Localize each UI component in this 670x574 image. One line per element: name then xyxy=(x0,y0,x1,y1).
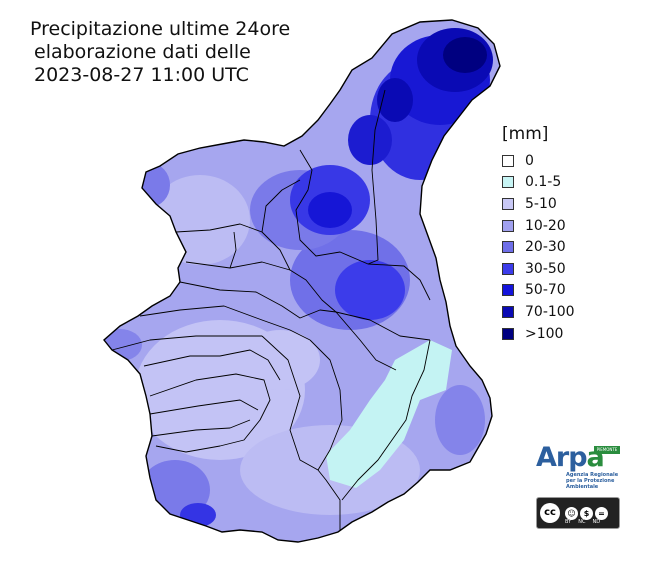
title-line-2: elaborazione dati delle xyxy=(34,41,251,63)
cc-icon: cc xyxy=(540,503,560,523)
arpa-logo: Arpa PIEMONTE Agenzia Regionale per la P… xyxy=(536,444,622,490)
legend-swatch xyxy=(502,197,514,210)
legend-swatch xyxy=(502,176,514,189)
legend-label: 0 xyxy=(525,152,534,169)
cc-labels: BY NC ND xyxy=(565,519,600,525)
logo-subtitle: Agenzia Regionale per la Protezione Ambi… xyxy=(566,472,619,490)
legend-item: 0 xyxy=(502,150,575,172)
creative-commons-badge: cc ☺ $ = BY NC ND xyxy=(536,497,620,529)
legend-rows: 0 0.1-5 5-10 10-20 20-30 30-50 50-70 70-100 >100 xyxy=(502,150,575,344)
legend-item: 30-50 xyxy=(502,258,575,280)
legend-item: 10-20 xyxy=(502,215,575,237)
nc-icon: $ xyxy=(580,506,593,520)
legend-label: 20-30 xyxy=(525,239,566,256)
legend-item: 50-70 xyxy=(502,280,575,302)
map-title: Precipitazione ultime 24ore elaborazione… xyxy=(30,18,350,87)
legend-label: 50-70 xyxy=(525,282,566,299)
precipitation-legend: [mm] 0 0.1-5 5-10 10-20 20-30 30-50 50-70 70-10… xyxy=(502,124,575,344)
legend-item: 20-30 xyxy=(502,236,575,258)
legend-swatch xyxy=(502,327,514,340)
legend-unit: [mm] xyxy=(502,124,549,144)
cc-condition-icons: ☺ $ = xyxy=(564,506,609,520)
nd-icon: = xyxy=(595,506,608,520)
title-line-1: Precipitazione ultime 24ore xyxy=(30,18,291,40)
logo-name-part1: Arp xyxy=(536,442,588,473)
logo-tag: PIEMONTE xyxy=(594,446,620,454)
legend-swatch xyxy=(502,154,514,167)
legend-label: >100 xyxy=(525,325,564,342)
legend-item: 0.1-5 xyxy=(502,172,575,194)
legend-swatch xyxy=(502,219,514,232)
legend-swatch xyxy=(502,241,514,254)
legend-label: 30-50 xyxy=(525,260,566,277)
legend-item: >100 xyxy=(502,323,575,345)
title-line-3: 2023-08-27 11:00 UTC xyxy=(34,64,249,86)
legend-label: 0.1-5 xyxy=(525,174,562,191)
legend-label: 10-20 xyxy=(525,217,566,234)
by-icon: ☺ xyxy=(565,506,578,520)
cc-label-by: BY xyxy=(565,519,572,525)
legend-label: 70-100 xyxy=(525,303,575,320)
legend-item: 5-10 xyxy=(502,193,575,215)
legend-label: 5-10 xyxy=(525,195,557,212)
legend-swatch xyxy=(502,305,514,318)
cc-label-nd: ND xyxy=(592,519,601,525)
legend-swatch xyxy=(502,284,514,297)
legend-item: 70-100 xyxy=(502,301,575,323)
basin-boundaries xyxy=(111,89,431,530)
legend-swatch xyxy=(502,262,514,275)
cc-label-nc: NC xyxy=(578,519,586,525)
